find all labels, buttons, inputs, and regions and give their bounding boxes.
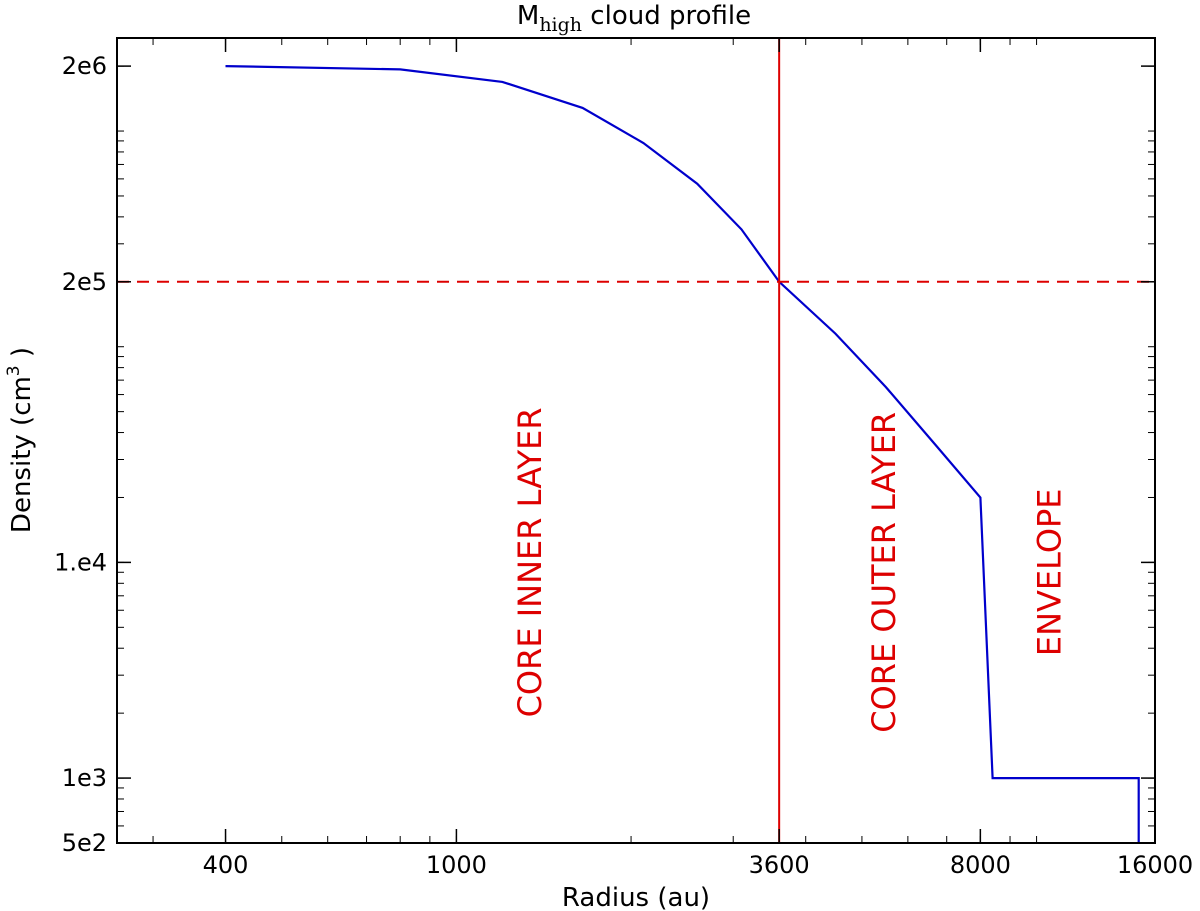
y-axis-label: Density (cm3 ) xyxy=(4,347,37,533)
chart-title-subscript: high xyxy=(539,14,582,36)
x-tick-label: 16000 xyxy=(1117,851,1193,879)
series-layer xyxy=(225,65,1140,843)
region-label-2: ENVELOPE xyxy=(1031,488,1069,656)
y-axis-label-main: Density (cm xyxy=(7,376,37,533)
y-tick-label: 1e3 xyxy=(62,764,107,792)
region-annotations: CORE INNER LAYER CORE OUTER LAYER ENVELOPE xyxy=(511,407,1068,732)
region-label-1: CORE OUTER LAYER xyxy=(865,412,903,733)
x-tick-label: 1000 xyxy=(426,851,487,879)
chart-title-suffix: cloud profile xyxy=(582,1,751,31)
chart-title-prefix: M xyxy=(517,1,539,31)
x-tick-label: 400 xyxy=(203,851,249,879)
density-series-line-0 xyxy=(225,65,1140,843)
x-axis-label: Radius (au) xyxy=(562,883,710,911)
y-tick-label: 5e2 xyxy=(62,829,107,857)
y-axis-label-superscript: 3 xyxy=(4,365,24,376)
y-tick-label: 2e6 xyxy=(62,52,107,80)
x-tick-label: 8000 xyxy=(950,851,1011,879)
region-label-0: CORE INNER LAYER xyxy=(511,407,549,717)
reference-lines xyxy=(117,38,1155,843)
plot-frame xyxy=(116,37,1156,844)
x-axis-ticks: 400 1000 3600 8000 16000 xyxy=(152,38,1193,879)
chart-title: Mhigh cloud profile xyxy=(517,1,751,36)
y-axis-ticks: 5e2 1e3 1.e4 2e5 2e6 xyxy=(54,52,1155,857)
y-tick-label: 1.e4 xyxy=(54,548,107,576)
y-axis-label-close: ) xyxy=(7,347,37,365)
x-tick-label: 3600 xyxy=(749,851,810,879)
y-tick-label: 2e5 xyxy=(62,268,107,296)
